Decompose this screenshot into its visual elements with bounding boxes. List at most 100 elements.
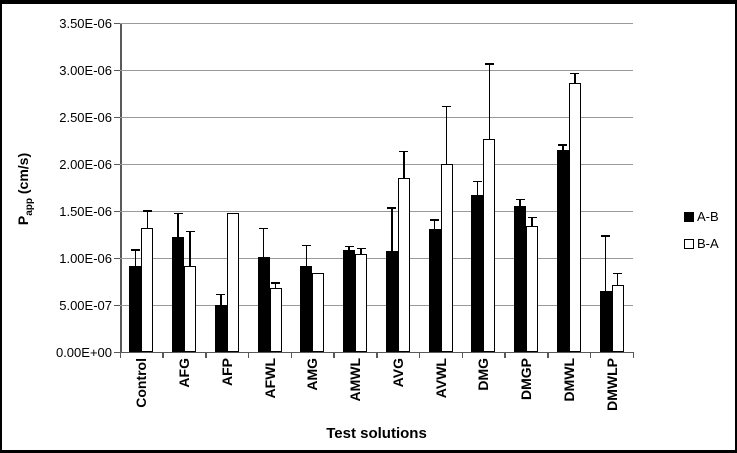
- error-bar-line: [488, 64, 491, 139]
- bar-A-B-DMWLP: [599, 290, 612, 352]
- error-bar-line: [177, 213, 179, 238]
- x-tick-mark: [247, 353, 250, 358]
- error-bar-line: [574, 73, 576, 84]
- bar-A-B-AFG: [172, 237, 185, 352]
- bar-A-B-AVWL: [428, 228, 441, 352]
- error-bar-line: [274, 283, 277, 289]
- legend-item-A-B: A-B: [684, 208, 719, 225]
- x-tick-mark: [461, 353, 463, 358]
- y-tick-label: 2.00E-06: [59, 156, 112, 172]
- x-tick-label: DMWLP: [603, 358, 620, 411]
- bar-A-B-Control: [129, 266, 142, 352]
- y-tick-mark: [114, 163, 120, 165]
- y-tick-label: 3.50E-06: [59, 15, 112, 31]
- bar-B-A-AMWL: [355, 254, 368, 352]
- y-tick-mark: [114, 210, 120, 212]
- error-bar-line: [433, 220, 436, 229]
- x-tick-mark: [589, 353, 592, 358]
- error-bar-cap: [558, 144, 568, 146]
- x-axis-title: Test solutions: [326, 425, 427, 442]
- x-tick-mark: [547, 353, 549, 358]
- gridline: [120, 117, 633, 118]
- gridline: [120, 258, 633, 259]
- error-bar-cap: [271, 282, 281, 284]
- bar-A-B-AVG: [385, 251, 398, 352]
- error-bar-cap: [442, 105, 452, 108]
- bar-B-A-DMGP: [526, 226, 539, 352]
- error-bar-line: [531, 217, 533, 227]
- error-bar-cap: [173, 212, 183, 215]
- error-bar-cap: [570, 72, 580, 75]
- gridline: [120, 305, 633, 306]
- error-bar-line: [391, 208, 393, 252]
- x-tick-label: AFP: [218, 358, 235, 386]
- y-tick-label: 1.00E-06: [59, 250, 112, 266]
- x-tick-mark: [205, 353, 207, 358]
- bar-A-B-AFP: [214, 305, 227, 352]
- error-bar-cap: [399, 150, 409, 153]
- error-bar-cap: [185, 230, 195, 233]
- gridline: [120, 23, 633, 24]
- bar-A-B-DMG: [471, 195, 484, 352]
- y-tick-label: 3.00E-06: [59, 62, 112, 78]
- bar-B-A-Control: [141, 227, 154, 352]
- x-tick-label: AFWL: [261, 358, 278, 399]
- bar-B-A-AFP: [226, 212, 239, 352]
- x-tick-mark: [333, 353, 335, 358]
- x-tick-label: AFG: [176, 358, 193, 388]
- x-tick-label: AMWL: [347, 358, 364, 402]
- x-tick-mark: [504, 353, 506, 358]
- error-bar-cap: [130, 249, 140, 251]
- legend-swatch-icon: [684, 238, 694, 249]
- legend-label: B-A: [697, 236, 719, 251]
- error-bar-cap: [430, 219, 440, 221]
- error-bar-cap: [301, 244, 311, 247]
- bar-B-A-AVG: [397, 178, 410, 352]
- x-tick-label: AVG: [389, 358, 406, 388]
- y-tick-mark: [114, 304, 120, 306]
- bar-B-A-AFWL: [269, 288, 282, 352]
- error-bar-line: [262, 228, 265, 258]
- y-tick-label: 5.00E-07: [59, 297, 112, 313]
- error-bar-cap: [259, 227, 269, 230]
- y-tick-label: 0.00E+00: [55, 344, 112, 360]
- legend-label: A-B: [697, 209, 719, 224]
- y-tick-mark: [114, 116, 120, 118]
- x-axis-line: [119, 351, 634, 353]
- error-bar-line: [305, 245, 308, 267]
- error-bar-line: [134, 250, 137, 267]
- bar-A-B-DMWL: [556, 149, 569, 352]
- bar-B-A-DMG: [483, 138, 496, 352]
- y-axis-line: [120, 23, 122, 353]
- error-bar-cap: [515, 198, 525, 201]
- x-tick-label: Control: [133, 358, 150, 408]
- error-bar-line: [604, 236, 607, 291]
- bar-B-A-AMG: [312, 273, 325, 352]
- gridline: [120, 211, 633, 212]
- y-tick-mark: [114, 351, 120, 353]
- error-bar-cap: [216, 293, 226, 296]
- bar-A-B-DMGP: [514, 206, 527, 352]
- x-tick-label: DMGP: [518, 358, 535, 400]
- y-tick-mark: [114, 22, 120, 24]
- bar-A-B-AMWL: [343, 250, 356, 352]
- error-bar-line: [348, 246, 350, 251]
- x-tick-label: AMG: [304, 358, 321, 391]
- x-tick-mark: [418, 353, 421, 358]
- x-tick-mark: [376, 353, 378, 358]
- error-bar-cap: [472, 180, 482, 183]
- error-bar-cap: [387, 207, 397, 209]
- bar-B-A-DMWL: [568, 83, 581, 352]
- error-bar-line: [360, 248, 362, 255]
- x-tick-label: AVWL: [432, 358, 449, 399]
- error-bar-cap: [484, 63, 494, 65]
- x-tick-mark: [290, 353, 292, 358]
- gridline: [120, 164, 633, 165]
- legend: A-B B-A: [684, 208, 719, 252]
- error-bar-line: [616, 273, 619, 286]
- error-bar-cap: [356, 247, 366, 250]
- x-tick-label: DMWL: [560, 358, 577, 402]
- legend-swatch-icon: [684, 211, 694, 222]
- x-tick-label: DMG: [475, 358, 492, 391]
